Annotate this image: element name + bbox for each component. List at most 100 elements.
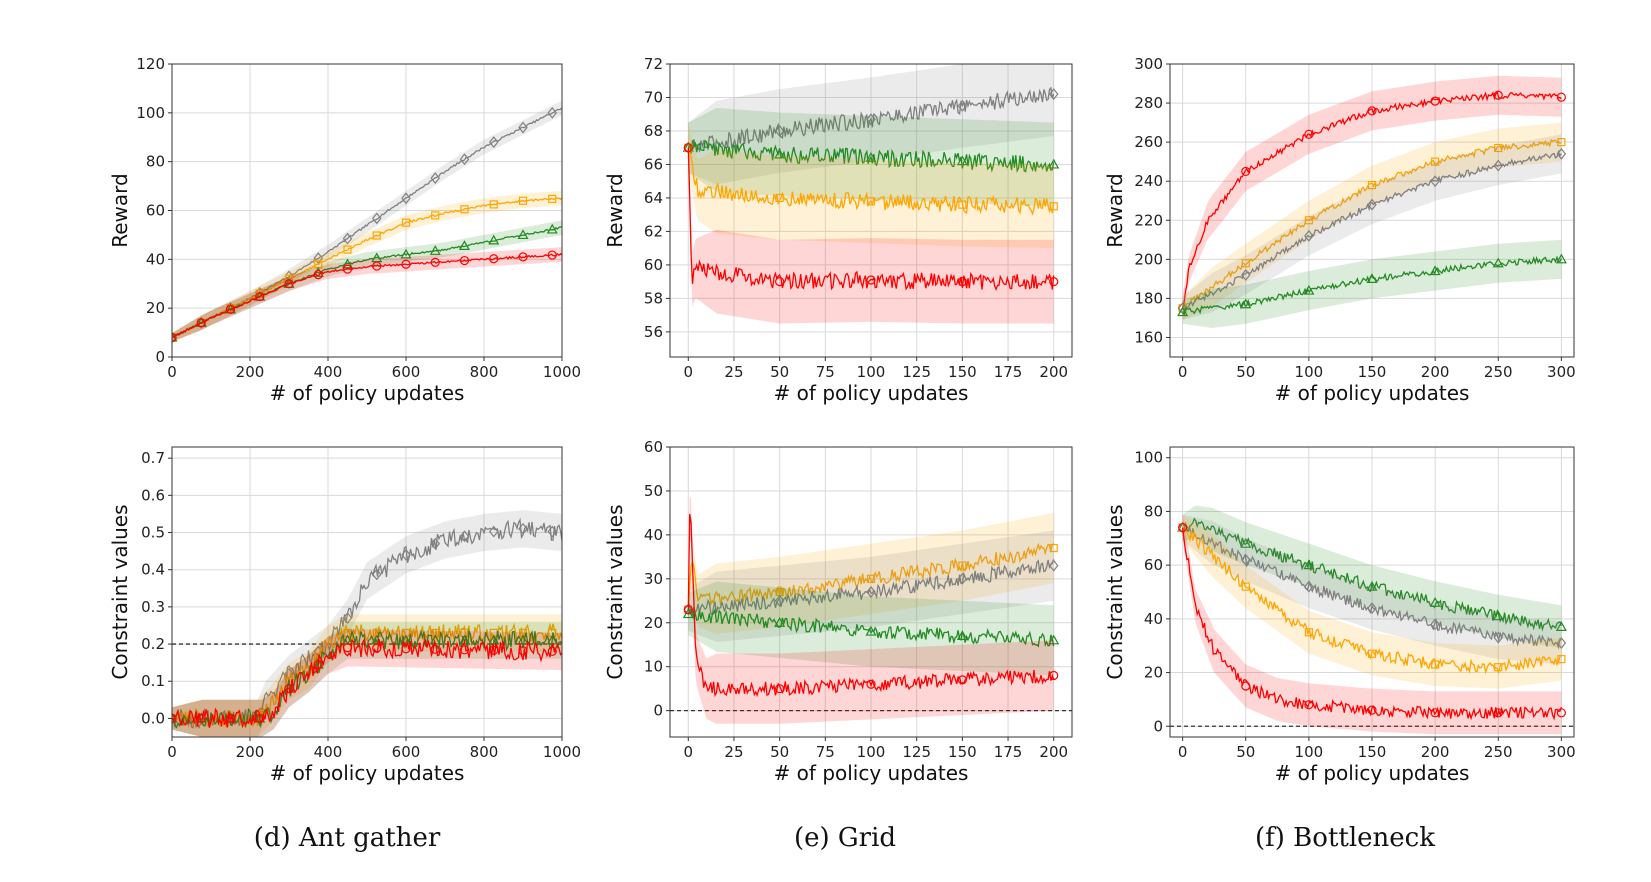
y-tick-label: 300: [1134, 55, 1163, 73]
confidence-band-2: [688, 581, 1054, 676]
y-tick-label: 60: [146, 202, 165, 220]
x-tick-label: 250: [1484, 363, 1513, 381]
y-tick-label: 0.0: [141, 709, 165, 727]
x-tick-label: 150: [948, 363, 977, 381]
data-point-marker: [958, 200, 967, 209]
data-point-marker: [459, 530, 470, 543]
y-tick-label: 20: [146, 299, 165, 317]
data-point-marker: [866, 113, 876, 126]
confidence-band-0: [688, 512, 1054, 634]
x-tick-label: 100: [857, 743, 886, 761]
data-point-marker: [372, 231, 381, 240]
y-tick-label: 40: [146, 250, 165, 268]
data-point-marker: [1048, 88, 1059, 101]
data-point-marker: [1367, 602, 1377, 615]
y-tick-label: 0: [653, 702, 663, 720]
x-axis-label: # of policy updates: [774, 381, 969, 405]
data-point-marker: [489, 200, 498, 209]
y-tick-label: 260: [1134, 133, 1163, 151]
caption-grid: (e) Grid: [793, 823, 897, 853]
confidence-band-3: [688, 122, 1054, 324]
confidence-band-1: [172, 191, 562, 342]
data-point-marker: [517, 229, 529, 240]
data-point-marker: [957, 572, 968, 585]
data-point-marker: [866, 574, 876, 583]
y-tick-label: 66: [644, 155, 663, 173]
x-tick-label: 150: [948, 743, 977, 761]
confidence-band-2: [172, 621, 562, 737]
confidence-band-0: [1182, 75, 1562, 320]
data-point-marker: [1429, 597, 1441, 607]
data-point-marker: [1304, 129, 1314, 139]
data-point-marker: [255, 291, 265, 302]
data-point-marker: [1493, 708, 1503, 718]
chart-panel-4: 0 25 50 75 100 125 150 175 200 0 10 20 30 40 50 60 # of …: [603, 438, 1073, 785]
data-point-marker: [255, 713, 265, 724]
data-point-marker: [172, 332, 177, 343]
x-axis-label: # of policy updates: [1275, 381, 1470, 405]
confidence-band-1: [1182, 514, 1562, 665]
data-point-marker: [284, 279, 294, 289]
data-point-marker: [1556, 92, 1566, 102]
y-axis-label: Constraint values: [108, 504, 132, 679]
x-tick-label: 175: [994, 743, 1023, 761]
x-tick-label: 100: [1295, 363, 1324, 381]
y-axis-label: Reward: [108, 173, 132, 247]
data-point-marker: [459, 255, 470, 266]
data-point-marker: [225, 713, 236, 724]
data-point-marker: [312, 267, 324, 277]
data-point-marker: [1555, 621, 1567, 632]
data-point-marker: [1304, 216, 1313, 225]
data-point-marker: [1049, 670, 1059, 681]
data-point-marker: [401, 644, 411, 654]
data-point-marker: [488, 136, 499, 149]
x-tick-label: 200: [1421, 363, 1450, 381]
data-point-marker: [1367, 649, 1377, 658]
chart-panel-3: 0 200 400 600 800 1000 0.0 0.1 0.2 0.3 0.4 0.5 0.6 0.…: [108, 446, 581, 785]
data-point-marker: [372, 643, 382, 653]
x-tick-label: 0: [167, 363, 177, 381]
data-point-marker: [1430, 708, 1440, 718]
data-point-marker: [1304, 700, 1314, 710]
series-line-2: [1182, 149, 1562, 312]
x-tick-label: 0: [167, 743, 177, 761]
data-point-marker: [1241, 259, 1250, 268]
series-line-2: [172, 226, 562, 339]
confidence-band-3: [688, 496, 1054, 724]
x-tick-label: 200: [1421, 743, 1450, 761]
data-point-marker: [313, 659, 323, 670]
y-tick-label: 60: [644, 438, 663, 456]
data-point-marker: [1304, 580, 1314, 593]
data-point-marker: [225, 304, 236, 314]
data-point-marker: [518, 646, 528, 656]
data-point-marker: [865, 625, 877, 636]
y-axis-label: Constraint values: [603, 504, 627, 679]
plot-area: [1170, 505, 1574, 735]
y-tick-label: 0.7: [141, 449, 165, 467]
data-point-marker: [518, 522, 528, 535]
x-tick-label: 0: [683, 363, 693, 381]
series-line-2: [687, 147, 1055, 216]
y-tick-label: 20: [644, 614, 663, 632]
y-tick-label: 0.1: [141, 672, 165, 690]
x-tick-label: 150: [1358, 743, 1387, 761]
confidence-band-3: [172, 629, 562, 737]
x-tick-label: 200: [236, 743, 265, 761]
data-point-marker: [518, 252, 528, 262]
data-point-marker: [774, 148, 786, 159]
x-tick-label: 75: [816, 743, 835, 761]
x-tick-label: 0: [683, 743, 693, 761]
y-tick-label: 0.4: [141, 561, 165, 579]
plot-area: [682, 64, 1060, 324]
data-point-marker: [1241, 681, 1251, 691]
data-point-marker: [1431, 660, 1440, 669]
data-point-marker: [401, 192, 411, 205]
data-point-marker: [371, 568, 382, 581]
data-point-marker: [196, 318, 206, 328]
data-point-marker: [401, 259, 411, 269]
y-tick-label: 0.3: [141, 598, 165, 616]
series-line-0: [1182, 517, 1563, 632]
data-point-marker: [342, 643, 353, 653]
